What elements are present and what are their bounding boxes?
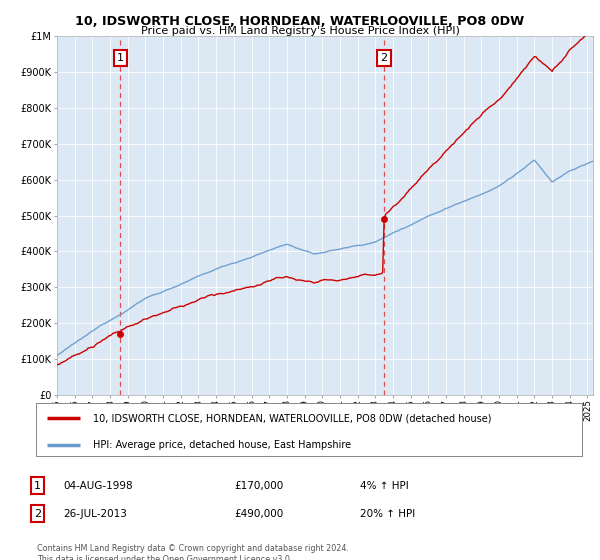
Text: 4% ↑ HPI: 4% ↑ HPI xyxy=(360,480,409,491)
Text: Contains HM Land Registry data © Crown copyright and database right 2024.
This d: Contains HM Land Registry data © Crown c… xyxy=(37,544,349,560)
Text: HPI: Average price, detached house, East Hampshire: HPI: Average price, detached house, East… xyxy=(94,440,352,450)
Text: Price paid vs. HM Land Registry's House Price Index (HPI): Price paid vs. HM Land Registry's House … xyxy=(140,26,460,36)
Text: 10, IDSWORTH CLOSE, HORNDEAN, WATERLOOVILLE, PO8 0DW: 10, IDSWORTH CLOSE, HORNDEAN, WATERLOOVI… xyxy=(76,15,524,27)
Text: 10, IDSWORTH CLOSE, HORNDEAN, WATERLOOVILLE, PO8 0DW (detached house): 10, IDSWORTH CLOSE, HORNDEAN, WATERLOOVI… xyxy=(94,413,492,423)
Text: 20% ↑ HPI: 20% ↑ HPI xyxy=(360,508,415,519)
Text: £170,000: £170,000 xyxy=(234,480,283,491)
Text: 2: 2 xyxy=(380,53,388,63)
Text: 26-JUL-2013: 26-JUL-2013 xyxy=(63,508,127,519)
Text: £490,000: £490,000 xyxy=(234,508,283,519)
Text: 1: 1 xyxy=(117,53,124,63)
Text: 04-AUG-1998: 04-AUG-1998 xyxy=(63,480,133,491)
Text: 1: 1 xyxy=(34,480,41,491)
Text: 2: 2 xyxy=(34,508,41,519)
